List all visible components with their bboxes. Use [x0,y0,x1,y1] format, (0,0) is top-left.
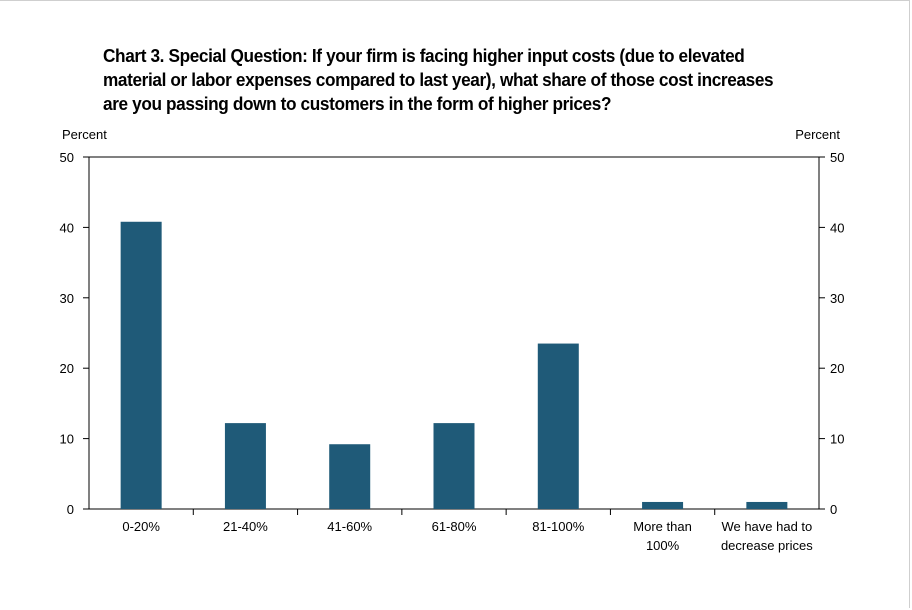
chart-title: Chart 3. Special Question: If your firm … [103,44,774,116]
x-tick-label: We have had to [721,519,812,534]
x-axis: 0-20% 21-40% 41-60% 61-80% 81-100% More than 1… [122,509,813,553]
bar [642,501,684,509]
bar [224,423,266,509]
chart-title-line-2: material or labor expenses compared to l… [103,69,774,90]
y-axis-label-right: Percent [795,127,840,142]
x-tick-label: More than [633,519,692,534]
bar [120,221,162,509]
y-tick-label-right: 30 [830,291,844,306]
x-tick-label: 61-80% [432,519,477,534]
x-tick-label: 21-40% [223,519,268,534]
y-tick-label-right: 40 [830,220,844,235]
y-tick-label-left: 40 [60,220,74,235]
bar [433,423,475,509]
y-axis-right: 0 10 20 30 40 50 [819,150,844,517]
y-axis-left: 0 10 20 30 40 50 [60,150,89,517]
x-tick-label: 81-100% [532,519,584,534]
x-tick-label: 100% [646,538,680,553]
bar [537,343,579,509]
y-axis-label-left: Percent [62,127,107,142]
y-tick-label-right: 10 [830,432,844,447]
x-tick-label: decrease prices [721,538,813,553]
x-tick-label: 41-60% [327,519,372,534]
y-tick-label-left: 20 [60,361,74,376]
chart-title-line-3: are you passing down to customers in the… [103,93,612,114]
y-tick-label-left: 50 [60,150,74,165]
y-tick-label-right: 20 [830,361,844,376]
y-tick-label-left: 30 [60,291,74,306]
y-tick-label-right: 0 [830,502,837,517]
y-tick-label-left: 10 [60,432,74,447]
bars [120,221,788,509]
y-tick-label-right: 50 [830,150,844,165]
x-tick-label: 0-20% [122,519,160,534]
bar [329,444,371,509]
y-tick-label-left: 0 [67,502,74,517]
bar [746,501,788,509]
chart-title-line-1: Chart 3. Special Question: If your firm … [103,45,745,66]
